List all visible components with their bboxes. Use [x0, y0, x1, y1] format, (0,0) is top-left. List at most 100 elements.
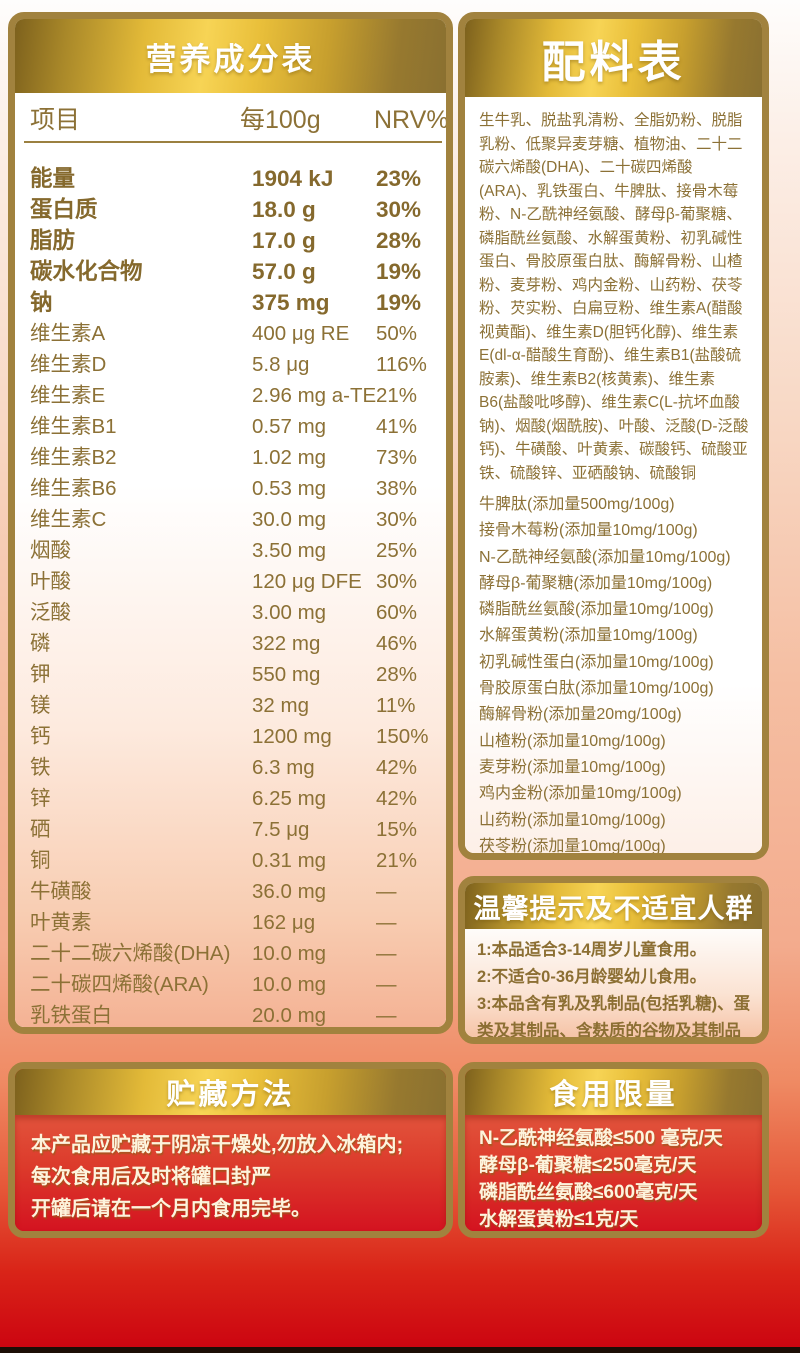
nutrient-nrv: —: [376, 973, 397, 996]
nutrition-row: 叶酸 120 μg DFE 30%: [30, 566, 438, 597]
tip-line: 1:本品适合3-14周岁儿童食用。: [477, 941, 707, 959]
nutrient-value: 32 mg: [252, 694, 309, 717]
nutrient-name: 乳铁蛋白: [30, 1004, 112, 1027]
nutrient-nrv: —: [376, 911, 397, 934]
nutrient-name: 锌: [30, 787, 51, 810]
nutrient-nrv: 116%: [376, 353, 427, 376]
nutrition-row: 铁 6.3 mg 42%: [30, 752, 438, 783]
nutrition-row: 钾 550 mg 28%: [30, 659, 438, 690]
consumption-limit-title: 食用限量: [465, 1069, 762, 1115]
limit-line: 酵母β-葡聚糖≤250毫克/天: [479, 1155, 697, 1176]
nutrient-nrv: 42%: [376, 787, 418, 810]
nutrient-nrv: —: [376, 880, 397, 903]
nutrition-facts-title: 营养成分表: [15, 19, 446, 93]
nutrition-row: 脂肪 17.0 g 28%: [30, 225, 438, 256]
storage-line: 每次食用后及时将罐口封严: [31, 1166, 271, 1188]
column-item: 项目: [30, 106, 81, 134]
nutrient-value: 10.0 mg: [252, 973, 327, 996]
nutrient-nrv: 30%: [376, 508, 418, 531]
nutrient-value: 0.57 mg: [252, 415, 327, 438]
storage-title: 贮藏方法: [15, 1069, 446, 1115]
nutrient-nrv: 46%: [376, 632, 418, 655]
nutrient-nrv: 23%: [376, 166, 422, 191]
storage-line: 本产品应贮藏于阴凉干燥处,勿放入冰箱内;: [31, 1134, 404, 1156]
nutrient-nrv: 21%: [376, 849, 418, 872]
nutrient-value: 7.5 μg: [252, 818, 310, 841]
nutrient-value: 400 μg RE: [252, 322, 350, 345]
nutrient-nrv: 41%: [376, 415, 418, 438]
nutrient-name: 钙: [30, 725, 51, 748]
nutrient-value: 10.0 mg: [252, 942, 327, 965]
nutrient-nrv: 19%: [376, 259, 422, 284]
nutrition-rows: 能量 1904 kJ 23% 蛋白质 18.0 g 30% 脂肪 17.0 g …: [30, 143, 438, 1027]
column-nrv: NRV%: [374, 106, 449, 134]
nutrient-name: 叶酸: [30, 570, 71, 593]
nutrient-value: 20.0 mg: [252, 1004, 327, 1027]
nutrient-nrv: —: [376, 942, 397, 965]
nutrient-name: 叶黄素: [30, 911, 92, 934]
nutrition-row: 维生素D 5.8 μg 116%: [30, 349, 438, 380]
nutrient-name: 磷: [30, 632, 51, 655]
nutrition-row: 锌 6.25 mg 42%: [30, 783, 438, 814]
bottom-dark-strip: [0, 1347, 800, 1353]
consumption-limit-body: N-乙酰神经氨酸≤500 毫克/天 酵母β-葡聚糖≤250毫克/天 磷脂酰丝氨酸…: [465, 1115, 762, 1231]
nutrition-row: 维生素E 2.96 mg a-TE 21%: [30, 380, 438, 411]
nutrient-name: 维生素D: [30, 353, 107, 376]
nutrient-name: 烟酸: [30, 539, 71, 562]
nutrient-nrv: 28%: [376, 663, 418, 686]
tips-body: 1:本品适合3-14周岁儿童食用。 2:不适合0-36月龄婴幼儿食用。 3:本品…: [465, 929, 762, 1037]
nutrition-facts-body: 项目 每100g NRV% 能量 1904 kJ 23% 蛋白质 18.0 g: [15, 93, 446, 1027]
additive-line: 鸡内金粉(添加量10mg/100g): [479, 785, 682, 803]
nutrient-name: 维生素B1: [30, 415, 117, 438]
nutrient-nrv: 60%: [376, 601, 418, 624]
nutrient-name: 铜: [30, 849, 51, 872]
nutrition-row: 维生素C 30.0 mg 30%: [30, 504, 438, 535]
nutrition-row: 维生素B1 0.57 mg 41%: [30, 411, 438, 442]
nutrition-row: 钠 375 mg 19%: [30, 287, 438, 318]
additive-line: 水解蛋黄粉(添加量10mg/100g): [479, 627, 698, 645]
nutrient-value: 1.02 mg: [252, 446, 327, 469]
nutrient-value: 3.00 mg: [252, 601, 327, 624]
additive-line: 酵母β-葡聚糖(添加量10mg/100g): [479, 574, 713, 592]
column-per-100g: 每100g: [240, 106, 321, 134]
nutrient-name: 硒: [30, 818, 51, 841]
additives-list: 牛脾肽(添加量500mg/100g) 接骨木莓粉(添加量10mg/100g) N…: [479, 492, 750, 855]
additive-line: 茯苓粉(添加量10mg/100g): [479, 837, 666, 855]
nutrient-name: 钠: [30, 290, 53, 315]
tips-title: 温馨提示及不适宜人群: [465, 883, 762, 929]
nutrient-name: 蛋白质: [30, 197, 98, 222]
nutrient-nrv: 50%: [376, 322, 418, 345]
nutrition-row: 镁 32 mg 11%: [30, 690, 438, 721]
additive-line: 山药粉(添加量10mg/100g): [479, 811, 666, 829]
tips-panel: 温馨提示及不适宜人群 1:本品适合3-14周岁儿童食用。 2:不适合0-36月龄…: [458, 876, 769, 1044]
additive-line: 山楂粉(添加量10mg/100g): [479, 732, 666, 750]
limit-line: 磷脂酰丝氨酸≤600毫克/天: [479, 1182, 698, 1203]
nutrient-name: 维生素E: [30, 384, 106, 407]
nutrient-name: 维生素B2: [30, 446, 117, 469]
ingredients-body: 生牛乳、脱盐乳清粉、全脂奶粉、脱脂乳粉、低聚异麦芽糖、植物油、二十二碳六烯酸(D…: [465, 97, 762, 855]
nutrient-value: 18.0 g: [252, 197, 316, 222]
nutrition-row: 叶黄素 162 μg —: [30, 907, 438, 938]
nutrition-row: 二十二碳六烯酸(DHA) 10.0 mg —: [30, 938, 438, 969]
header-divider: [24, 141, 442, 143]
nutrition-row: 维生素A 400 μg RE 50%: [30, 318, 438, 349]
nutrient-nrv: 15%: [376, 818, 418, 841]
nutrient-value: 6.25 mg: [252, 787, 327, 810]
additive-line: 牛脾肽(添加量500mg/100g): [479, 496, 675, 513]
limit-line: 初乳碱性蛋白≤100毫克/天: [479, 1233, 752, 1238]
nutrient-nrv: 21%: [376, 384, 418, 407]
nutrition-table-header: 项目 每100g NRV%: [30, 93, 446, 135]
nutrient-name: 维生素C: [30, 508, 107, 531]
nutrition-row: 碳水化合物 57.0 g 19%: [30, 256, 438, 287]
nutrient-value: 1200 mg: [252, 725, 332, 748]
nutrient-name: 碳水化合物: [30, 259, 143, 284]
nutrition-row: 磷 322 mg 46%: [30, 628, 438, 659]
nutrient-value: 3.50 mg: [252, 539, 327, 562]
nutrient-name: 泛酸: [30, 601, 71, 624]
nutrient-value: 17.0 g: [252, 228, 316, 253]
nutrient-name: 牛磺酸: [30, 880, 92, 903]
nutrition-row: 二十碳四烯酸(ARA) 10.0 mg —: [30, 969, 438, 1000]
limit-line: 水解蛋黄粉≤1克/天: [479, 1209, 639, 1230]
nutrient-value: 322 mg: [252, 632, 321, 655]
nutrient-name: 镁: [30, 694, 51, 717]
